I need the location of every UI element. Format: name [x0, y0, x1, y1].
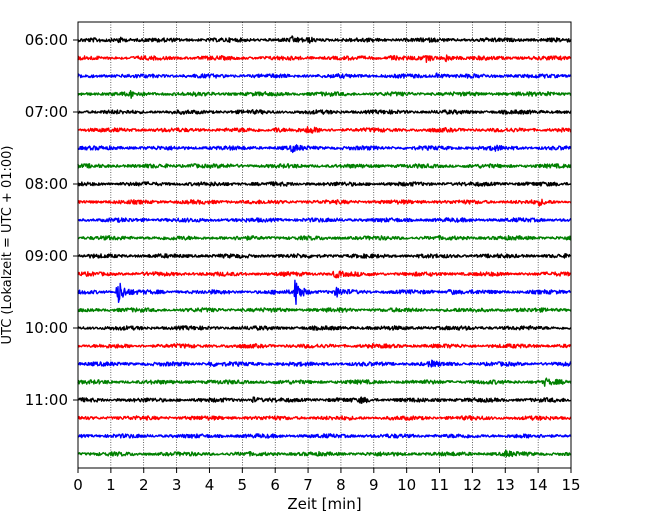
x-tick-label-11: 11	[430, 476, 449, 494]
trace-1	[77, 54, 572, 64]
x-tick-label-2: 2	[139, 476, 149, 494]
trace-14	[77, 279, 572, 305]
x-tick-label-14: 14	[529, 476, 548, 494]
trace-15	[77, 307, 572, 313]
trace-12	[77, 253, 572, 259]
x-tick-label-4: 4	[205, 476, 215, 494]
y-tick-label-08:00: 08:00	[25, 175, 68, 193]
trace-22	[77, 433, 572, 439]
x-tick-label-5: 5	[238, 476, 248, 494]
trace-20	[77, 396, 572, 405]
trace-5	[77, 126, 572, 134]
plot-frame	[77, 21, 572, 469]
x-tick-label-9: 9	[369, 476, 379, 494]
trace-19	[77, 377, 572, 387]
x-tick-label-10: 10	[397, 476, 416, 494]
x-axis: 0 1 2 3 4 5 6 7 8 9 10 11 12 13 14 15	[73, 468, 581, 494]
trace-23	[77, 449, 572, 458]
x-tick-label-7: 7	[303, 476, 313, 494]
x-tick-label-12: 12	[463, 476, 482, 494]
trace-3	[77, 89, 572, 99]
y-tick-label-10:00: 10:00	[25, 319, 68, 337]
y-axis-label: UTC (Lokalzeit = UTC + 01:00)	[0, 146, 15, 345]
trace-7	[77, 163, 572, 169]
seismogram-traces	[77, 35, 572, 458]
grid-lines	[110, 22, 539, 468]
trace-16	[77, 325, 572, 331]
trace-13	[77, 270, 572, 279]
trace-9	[77, 198, 572, 207]
y-tick-label-09:00: 09:00	[25, 247, 68, 265]
y-tick-label-06:00: 06:00	[25, 31, 68, 49]
trace-6	[77, 144, 572, 154]
x-tick-label-15: 15	[561, 476, 580, 494]
trace-0	[77, 35, 572, 44]
trace-11	[77, 235, 572, 241]
trace-10	[77, 217, 572, 223]
x-axis-label: Zeit [min]	[287, 495, 361, 513]
trace-2	[77, 72, 572, 79]
y-axis: 06:00 07:00 08:00 09:00 10:00 11:00	[25, 31, 78, 409]
trace-21	[77, 415, 572, 421]
x-tick-label-13: 13	[496, 476, 515, 494]
trace-18	[77, 359, 572, 368]
x-tick-label-0: 0	[73, 476, 83, 494]
x-tick-label-1: 1	[106, 476, 116, 494]
x-tick-label-3: 3	[172, 476, 182, 494]
y-tick-label-07:00: 07:00	[25, 103, 68, 121]
trace-17	[77, 343, 572, 349]
y-tick-label-11:00: 11:00	[25, 391, 68, 409]
x-tick-label-6: 6	[270, 476, 280, 494]
trace-4	[77, 109, 572, 115]
trace-8	[77, 181, 572, 187]
x-tick-label-8: 8	[336, 476, 346, 494]
